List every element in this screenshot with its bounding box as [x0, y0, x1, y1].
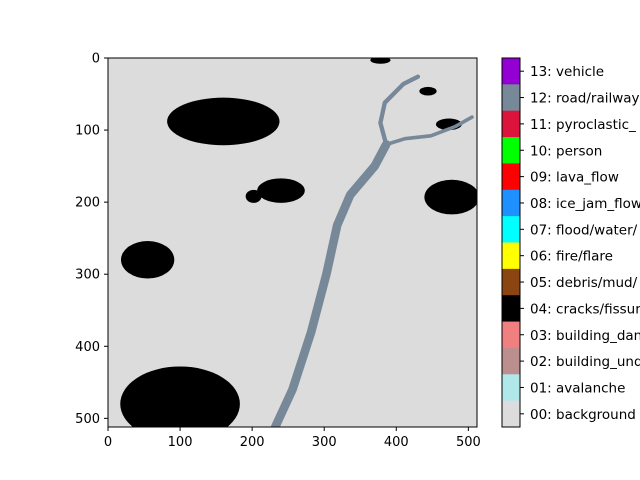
x-axis: 0 100 200 300 400 500	[104, 427, 481, 450]
y-tick-label: 500	[75, 412, 100, 427]
colorbar-label: 05: debris/mud/	[530, 275, 638, 291]
colorbar-swatch	[502, 163, 520, 191]
x-tick-label: 100	[168, 435, 193, 450]
x-tick-label: 400	[384, 435, 409, 450]
mask-region-blob	[370, 58, 391, 64]
x-tick-label: 0	[104, 435, 112, 450]
y-tick-label: 400	[75, 340, 100, 355]
plot-frame	[107, 57, 478, 428]
mask-region-road	[270, 140, 391, 427]
colorbar-label: 10: person	[530, 143, 602, 159]
colorbar-swatch	[502, 347, 520, 375]
colorbar-label: 13: vehicle	[530, 64, 604, 80]
colorbar-swatch	[502, 189, 520, 217]
colorbar-label: 12: road/railway	[530, 91, 640, 107]
y-tick-label: 100	[75, 124, 100, 139]
colorbar-label: 11: pyroclastic_	[530, 117, 636, 133]
colorbar-label: 07: flood/water/	[530, 222, 638, 238]
colorbar-swatch	[502, 374, 520, 402]
colorbar-frame	[501, 57, 521, 428]
mask-region-blob	[120, 366, 240, 427]
x-tick-label: 200	[240, 435, 265, 450]
colorbar-swatch	[502, 400, 520, 428]
colorbar-label: 09: lava_flow	[530, 170, 619, 186]
colorbar-label: 04: cracks/fissur	[530, 301, 640, 317]
colorbar-label: 06: fire/flare	[530, 249, 613, 265]
colorbar-swatch	[502, 242, 520, 270]
colorbar-swatch	[502, 216, 520, 243]
colorbar-swatch	[502, 321, 520, 349]
colorbar-label: 01: avalanche	[530, 380, 625, 396]
colorbar-label: 03: building_dan	[530, 328, 640, 344]
mask-region-blob	[419, 86, 437, 96]
y-tick-label: 300	[75, 268, 100, 283]
mask-regions	[120, 58, 477, 427]
mask-region-blob	[120, 241, 175, 279]
mask-region-blob	[245, 189, 262, 203]
colorbar-label: 08: ice_jam_flow	[530, 196, 640, 212]
colorbar-label: 02: building_und	[530, 354, 640, 370]
colorbar-swatch	[502, 137, 520, 164]
colorbar-swatch	[502, 268, 520, 296]
mask-plot-area	[107, 57, 478, 428]
mask-region-road	[378, 74, 421, 147]
mask-region-blob	[424, 179, 477, 215]
colorbar-swatch	[502, 110, 520, 138]
y-axis: 0 100 200 300 400 500	[75, 52, 108, 427]
mask-region-blob	[257, 178, 305, 203]
x-tick-label: 500	[456, 435, 481, 450]
mask-region-blob	[167, 97, 280, 146]
mask-region-road	[384, 115, 474, 147]
colorbar-label: 00: background	[530, 407, 636, 423]
colorbar-swatch	[502, 295, 520, 323]
colorbar-swatch	[502, 84, 520, 112]
y-tick-label: 0	[92, 52, 100, 67]
y-tick-label: 200	[75, 196, 100, 211]
colorbar-swatch	[502, 58, 520, 85]
colorbar: 13: vehicle 12: road/railway 11: pyroclast…	[501, 57, 640, 428]
x-tick-label: 300	[312, 435, 337, 450]
